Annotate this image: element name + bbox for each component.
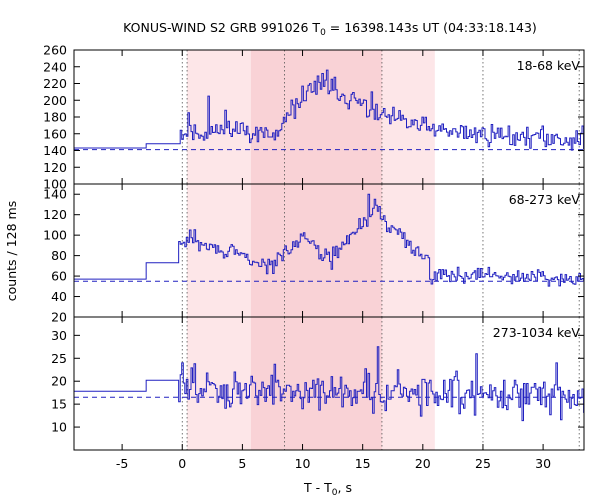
y-tick-label: 200 bbox=[43, 93, 67, 108]
shaded-interval bbox=[187, 317, 251, 450]
panel-frame bbox=[73, 316, 585, 451]
y-tick-label: 120 bbox=[43, 160, 67, 175]
light-curve-series bbox=[74, 193, 584, 287]
chart-title: KONUS-WIND S2 GRB 991026 T0 = 16398.143s… bbox=[123, 20, 537, 38]
x-tick-label: 0 bbox=[178, 456, 186, 471]
y-tick-label: 40 bbox=[51, 289, 67, 304]
y-tick-label: 260 bbox=[43, 43, 67, 58]
shaded-interval bbox=[250, 50, 382, 184]
y-tick-label: 20 bbox=[51, 310, 67, 325]
x-tick-label: 30 bbox=[535, 456, 551, 471]
energy-band-label: 273-1034 keV bbox=[493, 325, 581, 340]
y-tick-label: 240 bbox=[43, 59, 67, 74]
shaded-interval bbox=[250, 317, 382, 450]
y-tick-label: 60 bbox=[51, 269, 67, 284]
y-axis-label: counts / 128 ms bbox=[4, 201, 19, 301]
y-tick-label: 10 bbox=[51, 420, 67, 435]
light-curve-series bbox=[74, 69, 584, 151]
y-tick-label: 20 bbox=[51, 374, 67, 389]
y-tick-label: 120 bbox=[43, 207, 67, 222]
y-tick-label: 25 bbox=[51, 351, 67, 366]
energy-band-label: 68-273 keV bbox=[509, 192, 581, 207]
y-tick-label: 180 bbox=[43, 110, 67, 125]
x-tick-label: 25 bbox=[475, 456, 491, 471]
shaded-interval bbox=[187, 50, 251, 184]
x-tick-label: 5 bbox=[238, 456, 246, 471]
y-tick-label: 220 bbox=[43, 76, 67, 91]
shaded-interval bbox=[250, 184, 382, 317]
panel-3: 10 15 20 25 30 -5 0 5 10 15 20 25 30 273-1034 keV bbox=[51, 316, 585, 471]
x-tick-label: 10 bbox=[295, 456, 311, 471]
y-tick-label: 140 bbox=[43, 143, 67, 158]
x-axis-label: T - T0, s bbox=[303, 480, 352, 498]
panel-2: 20 40 60 80 100 120 140 68-273 keV bbox=[43, 183, 585, 325]
shaded-interval bbox=[381, 184, 435, 317]
energy-band-label: 18-68 keV bbox=[517, 58, 581, 73]
x-tick-label: 15 bbox=[355, 456, 371, 471]
x-tick-label: 20 bbox=[415, 456, 431, 471]
y-tick-label: 80 bbox=[51, 248, 67, 263]
y-tick-label: 100 bbox=[43, 228, 67, 243]
light-curve-series bbox=[74, 346, 584, 422]
y-tick-label: 15 bbox=[51, 397, 67, 412]
y-tick-label: 100 bbox=[43, 177, 67, 192]
y-tick-label: 140 bbox=[43, 187, 67, 202]
y-tick-label: 30 bbox=[51, 328, 67, 343]
x-tick-label: -5 bbox=[116, 456, 128, 471]
y-tick-label: 160 bbox=[43, 126, 67, 141]
